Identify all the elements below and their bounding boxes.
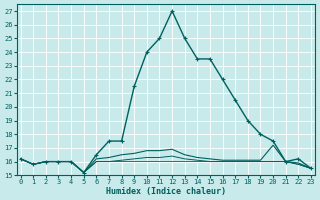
X-axis label: Humidex (Indice chaleur): Humidex (Indice chaleur) [106, 187, 226, 196]
